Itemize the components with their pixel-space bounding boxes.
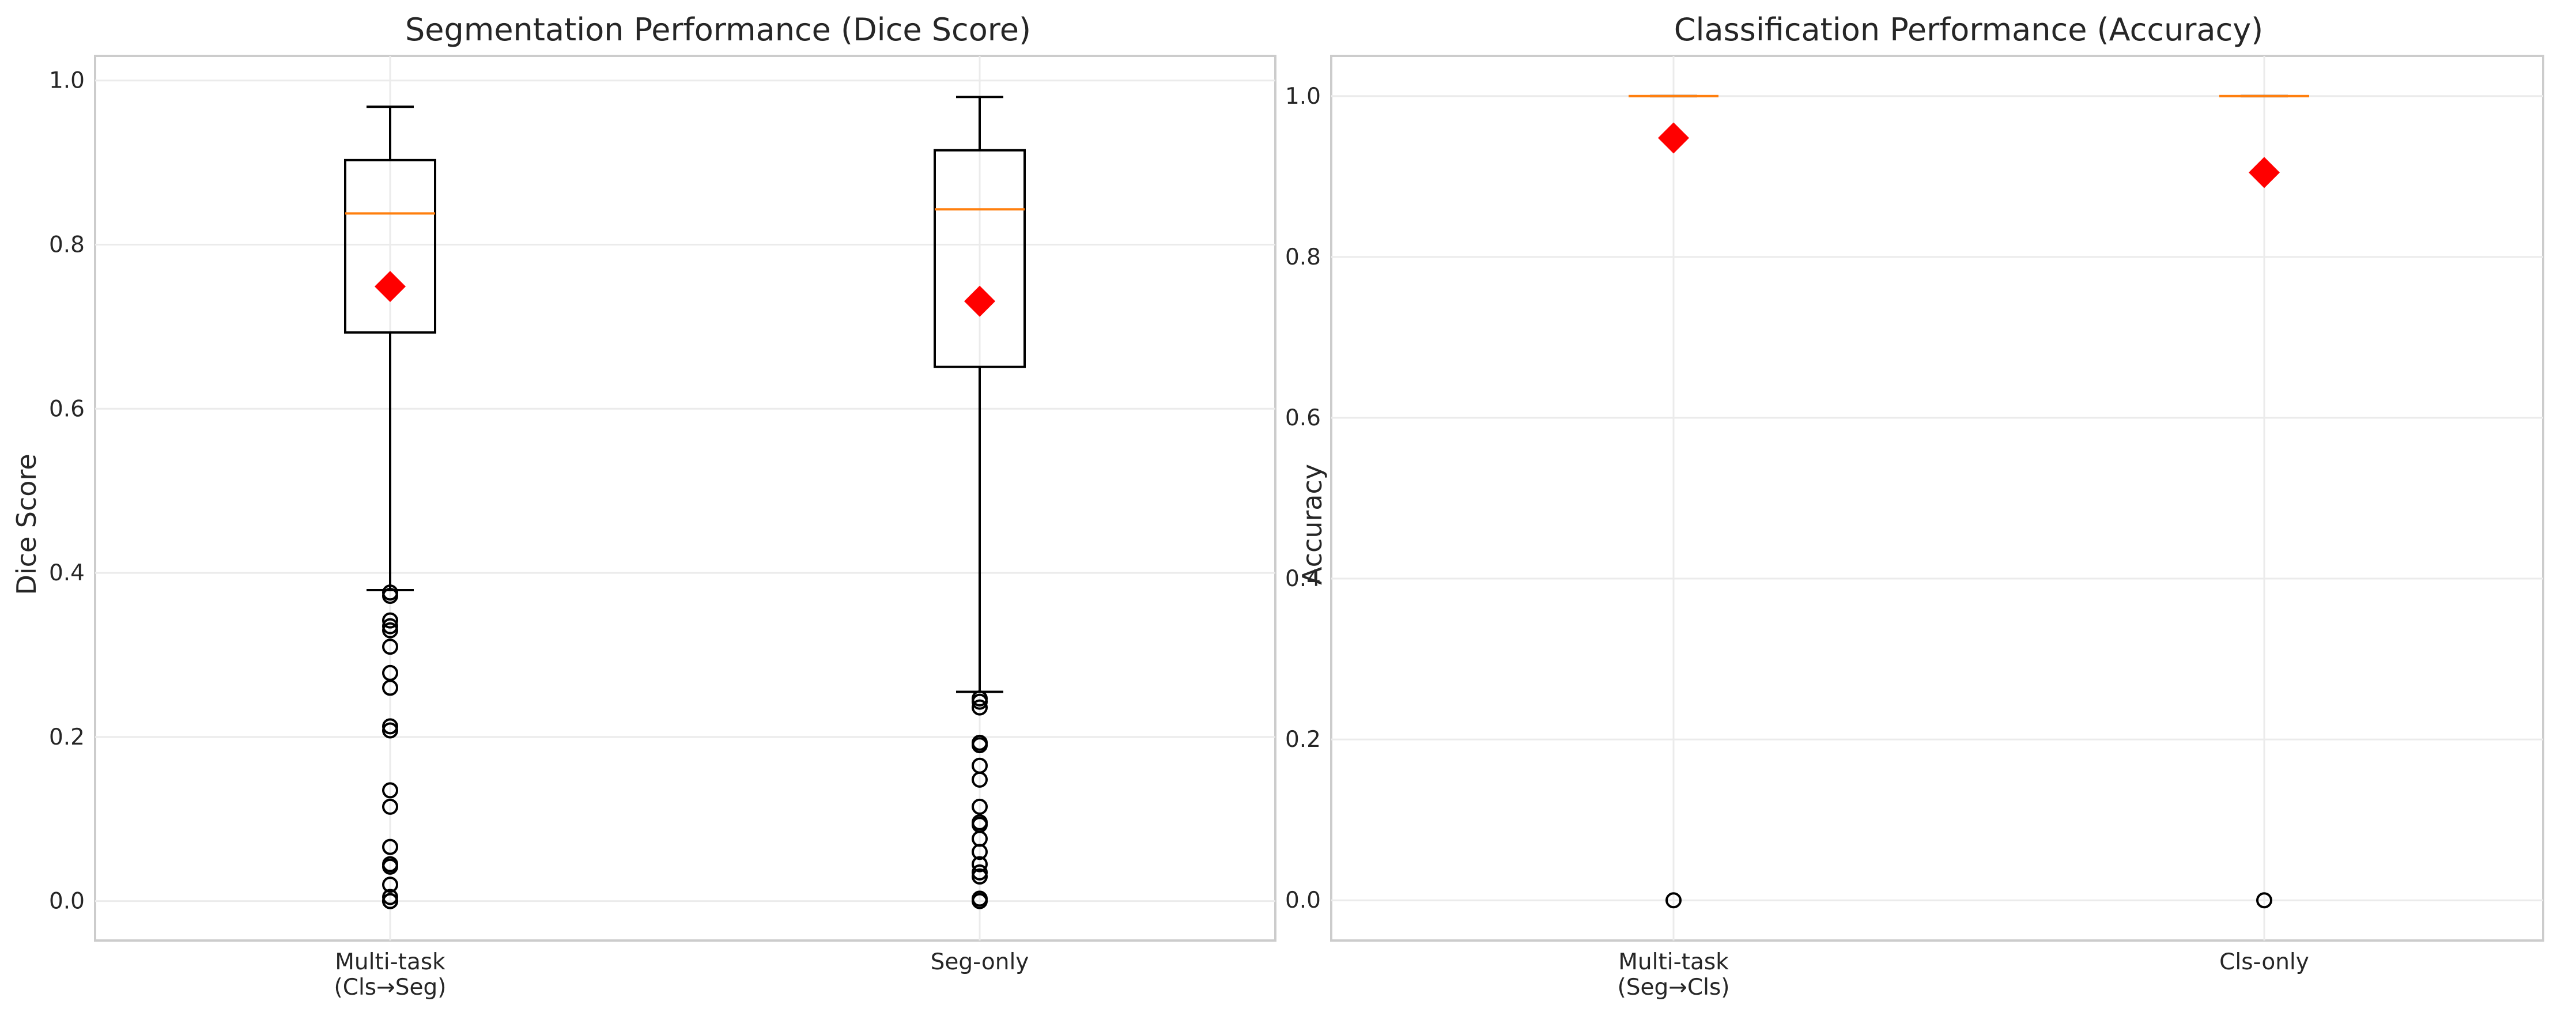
mean-marker — [2249, 157, 2280, 188]
outlier-point — [972, 868, 988, 885]
segmentation-y-tick-label: 0.0 — [49, 889, 85, 915]
classification-chart-panel: Classification Performance (Accuracy) Ac… — [1285, 12, 2544, 1000]
segmentation-y-axis-label: Dice Score — [11, 454, 42, 595]
outlier-point — [972, 856, 988, 873]
outlier-point — [972, 699, 988, 716]
segmentation-chart-title: Segmentation Performance (Dice Score) — [405, 12, 1031, 48]
classification-y-tick-label: 0.4 — [1285, 566, 1321, 592]
classification-y-tick-label: 0.6 — [1285, 405, 1321, 431]
outlier-point — [382, 798, 398, 815]
outlier-point — [972, 771, 988, 788]
box-iqr — [934, 149, 1026, 368]
outlier-point — [972, 798, 988, 815]
outlier-point — [382, 587, 398, 604]
outlier-point — [972, 893, 988, 909]
outlier-point — [382, 622, 398, 639]
mean-marker — [375, 271, 406, 303]
outlier-point — [382, 877, 398, 893]
classification-y-tick-label: 1.0 — [1285, 84, 1321, 109]
classification-x-tick-label: Multi-task (Seg→Cls) — [1618, 949, 1730, 1000]
classification-y-axis-label: Accuracy — [1297, 464, 1328, 585]
classification-x-tick-label: Cls-only — [2219, 949, 2309, 975]
segmentation-y-tick-label: 0.8 — [49, 232, 85, 258]
segmentation-x-tick-label: Multi-task (Cls→Seg) — [334, 949, 447, 1000]
outlier-point — [382, 639, 398, 655]
classification-plot-frame — [1330, 55, 2544, 942]
outlier-point — [1665, 892, 1682, 909]
outlier-point — [2256, 892, 2272, 909]
classification-y-tick-label: 0.8 — [1285, 244, 1321, 270]
classification-box-1 — [1629, 95, 1718, 909]
segmentation-plot-area: 0.0 0.2 0.4 0.6 0.8 1.0 Multi-task (Cls→Seg) Seg… — [49, 56, 1275, 1000]
outlier-point — [382, 858, 398, 875]
mean-marker — [1658, 122, 1689, 154]
classification-box-2 — [2219, 95, 2309, 909]
outlier-point — [382, 612, 398, 629]
outlier-point — [382, 722, 398, 739]
classification-y-tick-label: 0.0 — [1285, 887, 1321, 913]
outlier-point — [972, 693, 988, 710]
segmentation-chart-panel: Segmentation Performance (Dice Score) Di… — [11, 12, 1276, 1000]
segmentation-y-tick-label: 0.4 — [49, 560, 85, 586]
segmentation-plot-frame — [94, 55, 1276, 942]
segmentation-box-2 — [934, 96, 1026, 909]
outlier-point — [382, 679, 398, 696]
segmentation-box-1 — [344, 105, 436, 909]
outlier-point — [972, 844, 988, 860]
box-iqr — [344, 158, 436, 334]
segmentation-y-tick-label: 1.0 — [49, 68, 85, 94]
outlier-point — [382, 893, 398, 909]
segmentation-x-tick-label: Seg-only — [931, 949, 1029, 975]
classification-chart-title: Classification Performance (Accuracy) — [1674, 12, 2264, 48]
classification-plot-area: 0.0 0.2 0.4 0.6 0.8 1.0 Multi-task (Seg→Cls) Cls… — [1285, 56, 2543, 1000]
outlier-point — [972, 737, 988, 754]
classification-y-tick-label: 0.2 — [1285, 727, 1321, 753]
segmentation-y-tick-label: 0.2 — [49, 724, 85, 750]
outlier-point — [382, 782, 398, 799]
segmentation-y-tick-label: 0.6 — [49, 396, 85, 422]
mean-marker — [964, 285, 995, 317]
outlier-point — [382, 839, 398, 855]
